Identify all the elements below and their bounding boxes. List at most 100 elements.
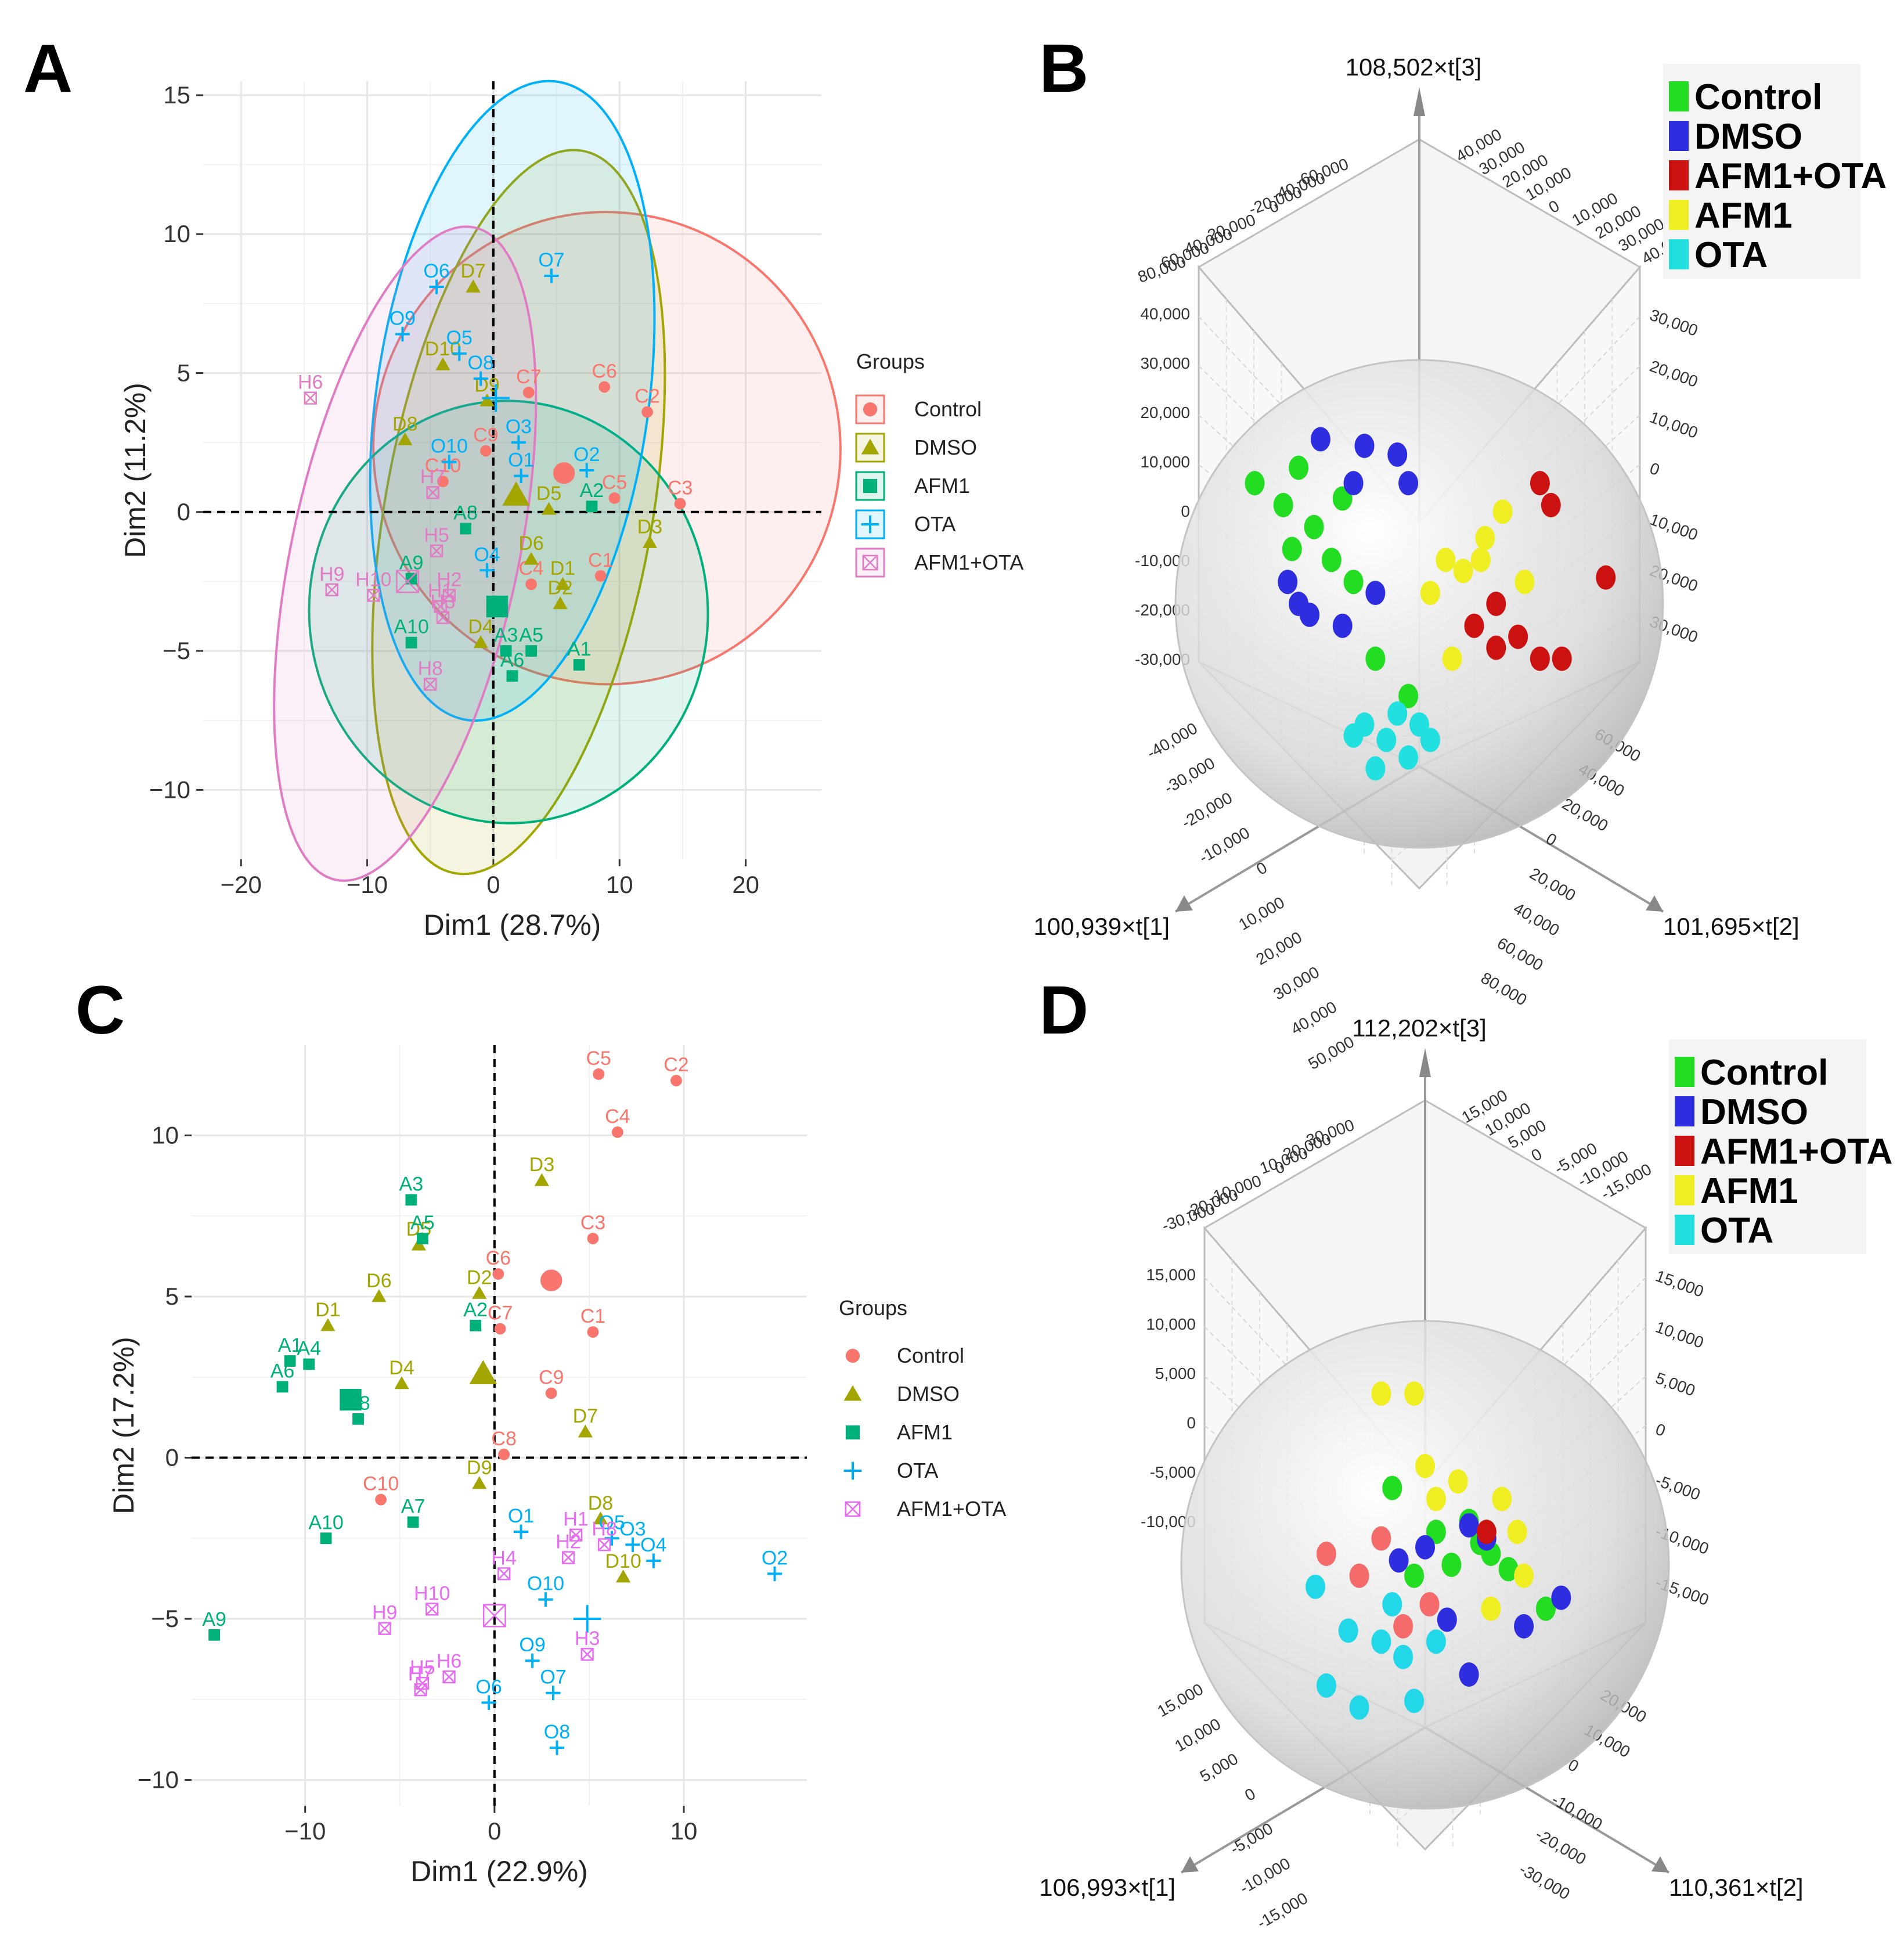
point-label-d8: D8: [588, 1492, 613, 1514]
centroid-dmso: [502, 481, 530, 506]
point-c8: [498, 1449, 510, 1460]
ticks-bottom-left-label: -40,000: [1144, 719, 1200, 762]
ticks-left-label: 20,000: [1140, 404, 1190, 422]
confidence-sphere: [1180, 1320, 1670, 1810]
legend-label-control: Control: [1700, 1053, 1828, 1093]
centroid-afm1: [486, 595, 509, 618]
point-label-a10: A10: [394, 616, 429, 638]
ticks-bottom-left-label: -30,000: [1161, 754, 1218, 797]
point-a5: [417, 1233, 428, 1244]
legend-label-dmso: DMSO: [897, 1382, 960, 1406]
legend-marker-dmso: [843, 1385, 862, 1401]
panel-letter-d: D: [1039, 972, 1088, 1049]
axis-label-t1: 100,939×t[1]: [1033, 913, 1170, 940]
point-afm1: [1514, 570, 1535, 595]
point-dmso: [1415, 1535, 1435, 1560]
point-d10: [435, 357, 450, 370]
ticks-left-label: 10,000: [1146, 1315, 1196, 1333]
point-label-o8: O8: [467, 352, 493, 374]
point-label-c5: C5: [602, 471, 627, 494]
point-label-d4: D4: [468, 616, 493, 638]
point-label-d3: D3: [637, 516, 662, 538]
point-label-o3: O3: [506, 416, 532, 438]
point-afm1: [1442, 646, 1462, 671]
point-ota: [1338, 1618, 1358, 1643]
x-tick-label: 10: [670, 1817, 698, 1845]
confidence-sphere: [1174, 359, 1664, 849]
point-dmso: [1459, 1513, 1479, 1538]
point-label-h5: H5: [424, 524, 449, 546]
point-control: [1404, 1563, 1425, 1588]
point-afm1: [1492, 1486, 1512, 1511]
panel-d-3d-score: 112,202×t[3] 106,993×t[1] 110,361×t[2] 15,0…: [1039, 1014, 1892, 1932]
ticks-right-label: 0: [1653, 1420, 1668, 1440]
point-c7: [522, 387, 535, 398]
ticks-right-label: 15,000: [1653, 1267, 1706, 1301]
ticks-bottom-left-label: -15,000: [1254, 1889, 1311, 1932]
point-label-c6: C6: [592, 360, 616, 382]
ticks-bottom-right-label: 40,000: [1510, 899, 1563, 939]
point-dmso: [1343, 471, 1364, 496]
point-control2: [1419, 1592, 1440, 1617]
point-h7: [414, 1683, 427, 1697]
ticks-bottom-left-label: -10,000: [1236, 1854, 1293, 1897]
point-a3: [405, 1194, 417, 1206]
point-label-h7: H7: [420, 466, 445, 488]
point-d1: [320, 1318, 336, 1331]
point-label-d2: D2: [547, 577, 572, 599]
point-ota: [1393, 1644, 1413, 1669]
point-c4: [525, 578, 538, 591]
point-label-h9: H9: [319, 563, 344, 585]
point-c10: [437, 476, 449, 488]
point-afm1-plus-ota: [1530, 646, 1550, 671]
point-h10: [367, 589, 380, 602]
legend-label-control: Control: [1694, 77, 1822, 117]
legend-label-ota: OTA: [897, 1459, 938, 1482]
legend-swatch-dmso: [1669, 121, 1689, 151]
point-ota: [1376, 728, 1397, 753]
point-label-o10: O10: [431, 435, 468, 458]
point-control2: [1349, 1563, 1369, 1588]
point-control: [1245, 471, 1265, 496]
point-afm1-plus-ota: [1530, 471, 1550, 496]
ticks-left-label: 40,000: [1140, 305, 1190, 323]
point-a7: [407, 1516, 419, 1528]
centroid-afm1-plus-ota: [482, 1604, 506, 1628]
ticks-left-label: -5,000: [1150, 1463, 1196, 1481]
point-a2: [470, 1320, 482, 1331]
point-h10: [425, 1603, 439, 1616]
legend-marker-afm1-plus-ota: [845, 1501, 861, 1517]
point-o9: [525, 1653, 540, 1668]
point-d6: [524, 552, 539, 565]
point-afm1: [1371, 1381, 1391, 1406]
axis-t3-arrow: [1419, 1048, 1431, 1077]
point-label-d6: D6: [518, 532, 543, 555]
point-ota: [1306, 1574, 1325, 1599]
point-control: [1273, 492, 1293, 517]
point-label-a9: A9: [202, 1608, 226, 1630]
ticks-bottom-left-label: 10,000: [1235, 893, 1288, 934]
point-dmso: [1389, 1548, 1409, 1573]
point-dmso: [1332, 613, 1353, 638]
legend-label-ota: OTA: [914, 512, 955, 536]
point-label-c6: C6: [486, 1247, 511, 1269]
point-dmso: [1289, 592, 1309, 616]
point-a8: [352, 1413, 364, 1425]
point-a5: [525, 645, 538, 657]
legend-swatch-afm1-plus-ota: [1675, 1136, 1694, 1166]
point-c2: [670, 1075, 682, 1086]
point-c5: [608, 492, 621, 504]
legend-background: [1669, 1039, 1866, 1254]
legend-marker-control: [845, 1348, 860, 1363]
point-label-h6: H6: [437, 1650, 461, 1672]
point-label-c7: C7: [516, 366, 541, 388]
legend-swatch-dmso: [1675, 1096, 1694, 1126]
point-o1: [513, 1524, 529, 1539]
point-label-d7: D7: [460, 260, 485, 282]
y-tick-label: −5: [163, 637, 190, 664]
point-afm1-plus-ota: [1486, 592, 1506, 616]
point-c2: [641, 406, 653, 418]
point-afm1: [1415, 1453, 1435, 1478]
point-d3: [642, 535, 658, 548]
point-label-a6: A6: [500, 649, 525, 671]
